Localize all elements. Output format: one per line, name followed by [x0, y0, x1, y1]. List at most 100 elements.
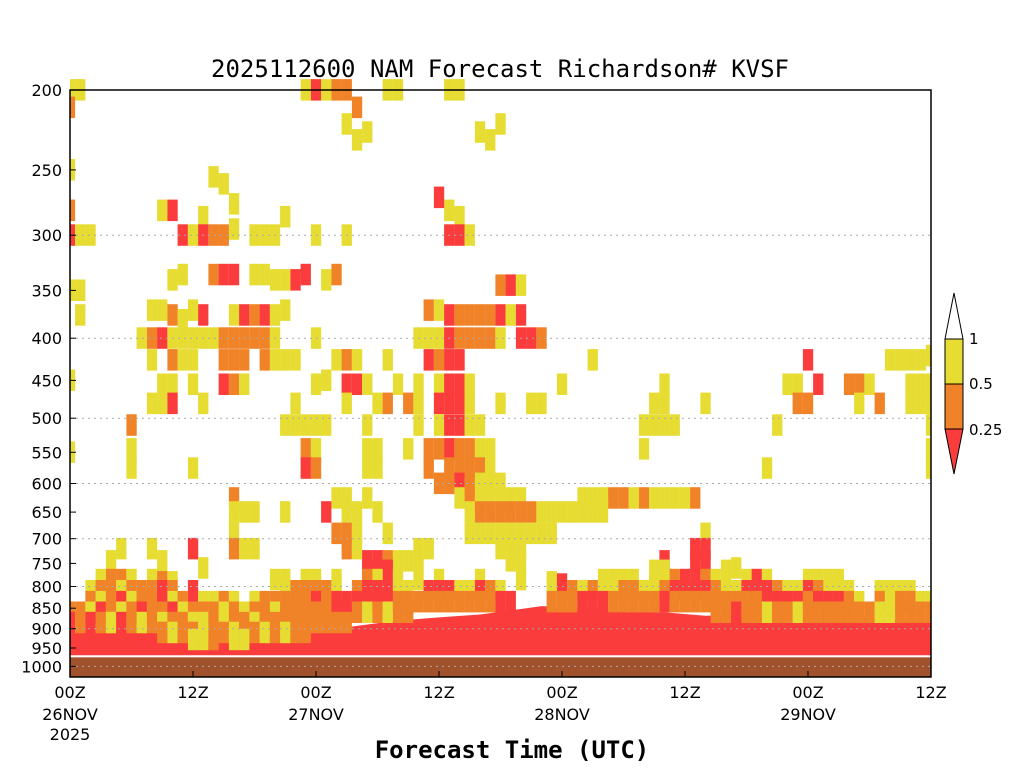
ri-cell — [915, 392, 926, 415]
ri-cell — [464, 501, 475, 523]
ri-cell — [146, 327, 158, 349]
ri-cell — [526, 501, 537, 523]
ri-cell — [126, 438, 137, 460]
ri-cell — [403, 438, 414, 460]
ri-cell — [228, 349, 240, 371]
ri-cell — [228, 522, 240, 545]
ri-cell — [751, 601, 762, 623]
ri-cell — [167, 269, 178, 291]
ri-cell — [454, 327, 465, 349]
ri-cell — [649, 487, 660, 509]
ri-cell — [597, 590, 609, 613]
ri-cell — [126, 580, 137, 602]
ri-cell — [413, 590, 424, 613]
ri-cell — [669, 487, 680, 509]
ri-cell — [351, 349, 363, 371]
ri-cell — [608, 590, 619, 613]
ri-cell — [290, 621, 301, 644]
ri-cell — [413, 392, 424, 415]
ri-cell — [331, 568, 342, 591]
ri-cell — [577, 487, 588, 509]
ri-cell — [280, 299, 291, 321]
ri-cell — [433, 590, 445, 613]
ri-cell — [751, 580, 762, 602]
ri-cell — [526, 522, 537, 545]
ri-cell — [690, 580, 701, 602]
ri-cell — [515, 274, 527, 296]
ri-cell — [679, 580, 691, 602]
ri-cell — [423, 537, 434, 560]
ri-cell — [659, 580, 670, 602]
ri-cell — [187, 224, 199, 246]
ri-cell — [146, 537, 158, 560]
ri-cell — [116, 568, 127, 591]
ri-cell — [649, 568, 660, 591]
ri-cell — [300, 414, 311, 436]
ri-cell — [690, 487, 701, 509]
ri-cell — [659, 414, 670, 436]
ri-cell — [474, 472, 486, 495]
ri-cell — [331, 522, 342, 545]
ri-cell — [792, 392, 803, 415]
ri-cell — [895, 580, 906, 602]
ri-cell — [249, 327, 260, 349]
x-tick-label: 12Z — [669, 683, 700, 702]
ri-cell — [485, 438, 496, 460]
ri-cell — [116, 580, 127, 602]
ri-cell — [772, 601, 783, 623]
ri-cell — [433, 568, 445, 591]
ri-cell — [515, 537, 527, 560]
ri-cell — [802, 568, 814, 591]
ri-cell — [659, 487, 670, 509]
y-tick-label: 850 — [31, 599, 62, 618]
ri-cell — [474, 590, 486, 613]
ri-cell — [700, 580, 711, 602]
ri-cell — [259, 263, 270, 286]
ri-cell — [280, 568, 291, 591]
ri-cell — [536, 392, 547, 415]
ri-cell — [177, 349, 188, 371]
ri-cell — [95, 568, 106, 591]
ri-cell — [454, 373, 465, 395]
y-tick-label: 800 — [31, 578, 62, 597]
x-tick-label: 12Z — [915, 683, 946, 702]
ri-cell — [536, 327, 547, 349]
ri-cell — [700, 537, 711, 560]
ri-cell — [392, 373, 404, 395]
ri-cell — [454, 590, 465, 613]
ri-cell — [741, 580, 752, 602]
ri-cell — [413, 373, 424, 395]
ri-cell — [249, 263, 260, 286]
x-tick-date: 27NOV — [288, 705, 344, 724]
x-tick-year: 2025 — [50, 725, 91, 744]
ri-cell — [577, 590, 588, 613]
ri-cell — [556, 573, 568, 595]
ri-cell — [474, 568, 486, 591]
ri-cell — [854, 373, 865, 395]
ri-cell — [433, 438, 445, 460]
ri-cell — [505, 304, 516, 326]
ri-cell — [382, 559, 393, 582]
ri-cell — [495, 327, 506, 349]
ri-cell — [351, 501, 363, 523]
ri-cell — [638, 487, 650, 509]
ri-cell — [556, 590, 568, 613]
ri-cell — [515, 487, 527, 509]
ground-surface — [70, 657, 931, 677]
ri-cell — [669, 590, 680, 613]
ri-cell — [310, 580, 322, 602]
ri-cell — [782, 580, 793, 602]
x-tick-label: 00Z — [54, 683, 85, 702]
x-tick-label: 00Z — [792, 683, 823, 702]
ri-cell — [925, 414, 931, 436]
ri-cell — [403, 580, 414, 602]
ri-cell — [526, 327, 537, 349]
ri-cell — [444, 199, 455, 222]
ri-cell — [362, 414, 373, 436]
ri-cell — [239, 537, 250, 560]
ri-cell — [167, 373, 178, 395]
ri-cell — [485, 457, 496, 479]
ri-cell — [362, 438, 373, 460]
ri-cell — [269, 621, 281, 644]
ri-cell — [187, 327, 199, 349]
